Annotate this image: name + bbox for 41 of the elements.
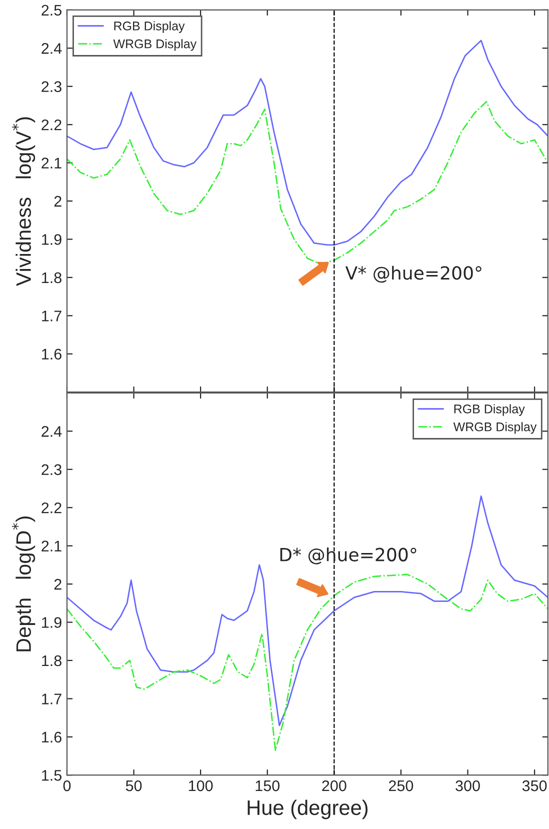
x-tick-label: 200 [322,780,346,792]
y-tick-label: 1.7 [42,694,62,704]
y-tick-label: 2.4 [42,426,62,437]
y-tick-label: 2.2 [42,502,62,514]
y-tick-label: 2.3 [42,464,62,476]
x-tick-label: 300 [456,780,480,792]
y-tick-label: 1.9 [42,617,62,628]
y-tick-label: 2.3 [42,81,62,92]
y-tick-label: 1.9 [42,234,62,245]
x-tick-label: 0 [63,780,71,792]
line-series [66,100,548,265]
y-axis-title: Depth log(D$^{*}$) [12,516,36,652]
y-tick-label: 1.6 [42,348,62,360]
y-tick-label: 2.1 [42,158,62,168]
x-tick-label: 250 [388,780,414,792]
annotation: D* @hue=200° [280,547,416,564]
legend-label: RGB Display [454,404,525,416]
x-tick-label: 150 [256,780,280,792]
x-axis-title: Hue (degree) [248,800,368,820]
y-tick-label: 2 [54,196,62,207]
y-tick-label: 2 [54,578,62,590]
y-tick-label: 1.6 [42,732,62,743]
x-tick-label: 50 [126,780,142,792]
legend-label: WRGB Display [113,39,197,51]
legend-label: RGB Display [114,21,185,33]
y-tick-label: 2.5 [42,4,62,16]
line-series [66,40,548,246]
y-tick-label: 1.8 [42,655,62,666]
y-tick-label: 1.7 [42,310,62,322]
y-tick-label: 2.1 [42,540,62,552]
line-series [66,574,548,751]
annotation: V* @hue=200° [345,266,482,283]
y-axis-title: Vividness log(V$^{*}$) [12,117,36,286]
y-tick-label: 1.5 [42,770,62,781]
y-tick-label: 2.4 [42,43,62,54]
x-tick-label: 100 [188,780,213,792]
y-tick-label: 1.8 [42,272,62,284]
line-series [66,495,548,726]
x-tick-label: 350 [522,780,547,792]
legend-label: WRGB Display [453,422,537,434]
y-tick-label: 2.2 [42,119,62,130]
